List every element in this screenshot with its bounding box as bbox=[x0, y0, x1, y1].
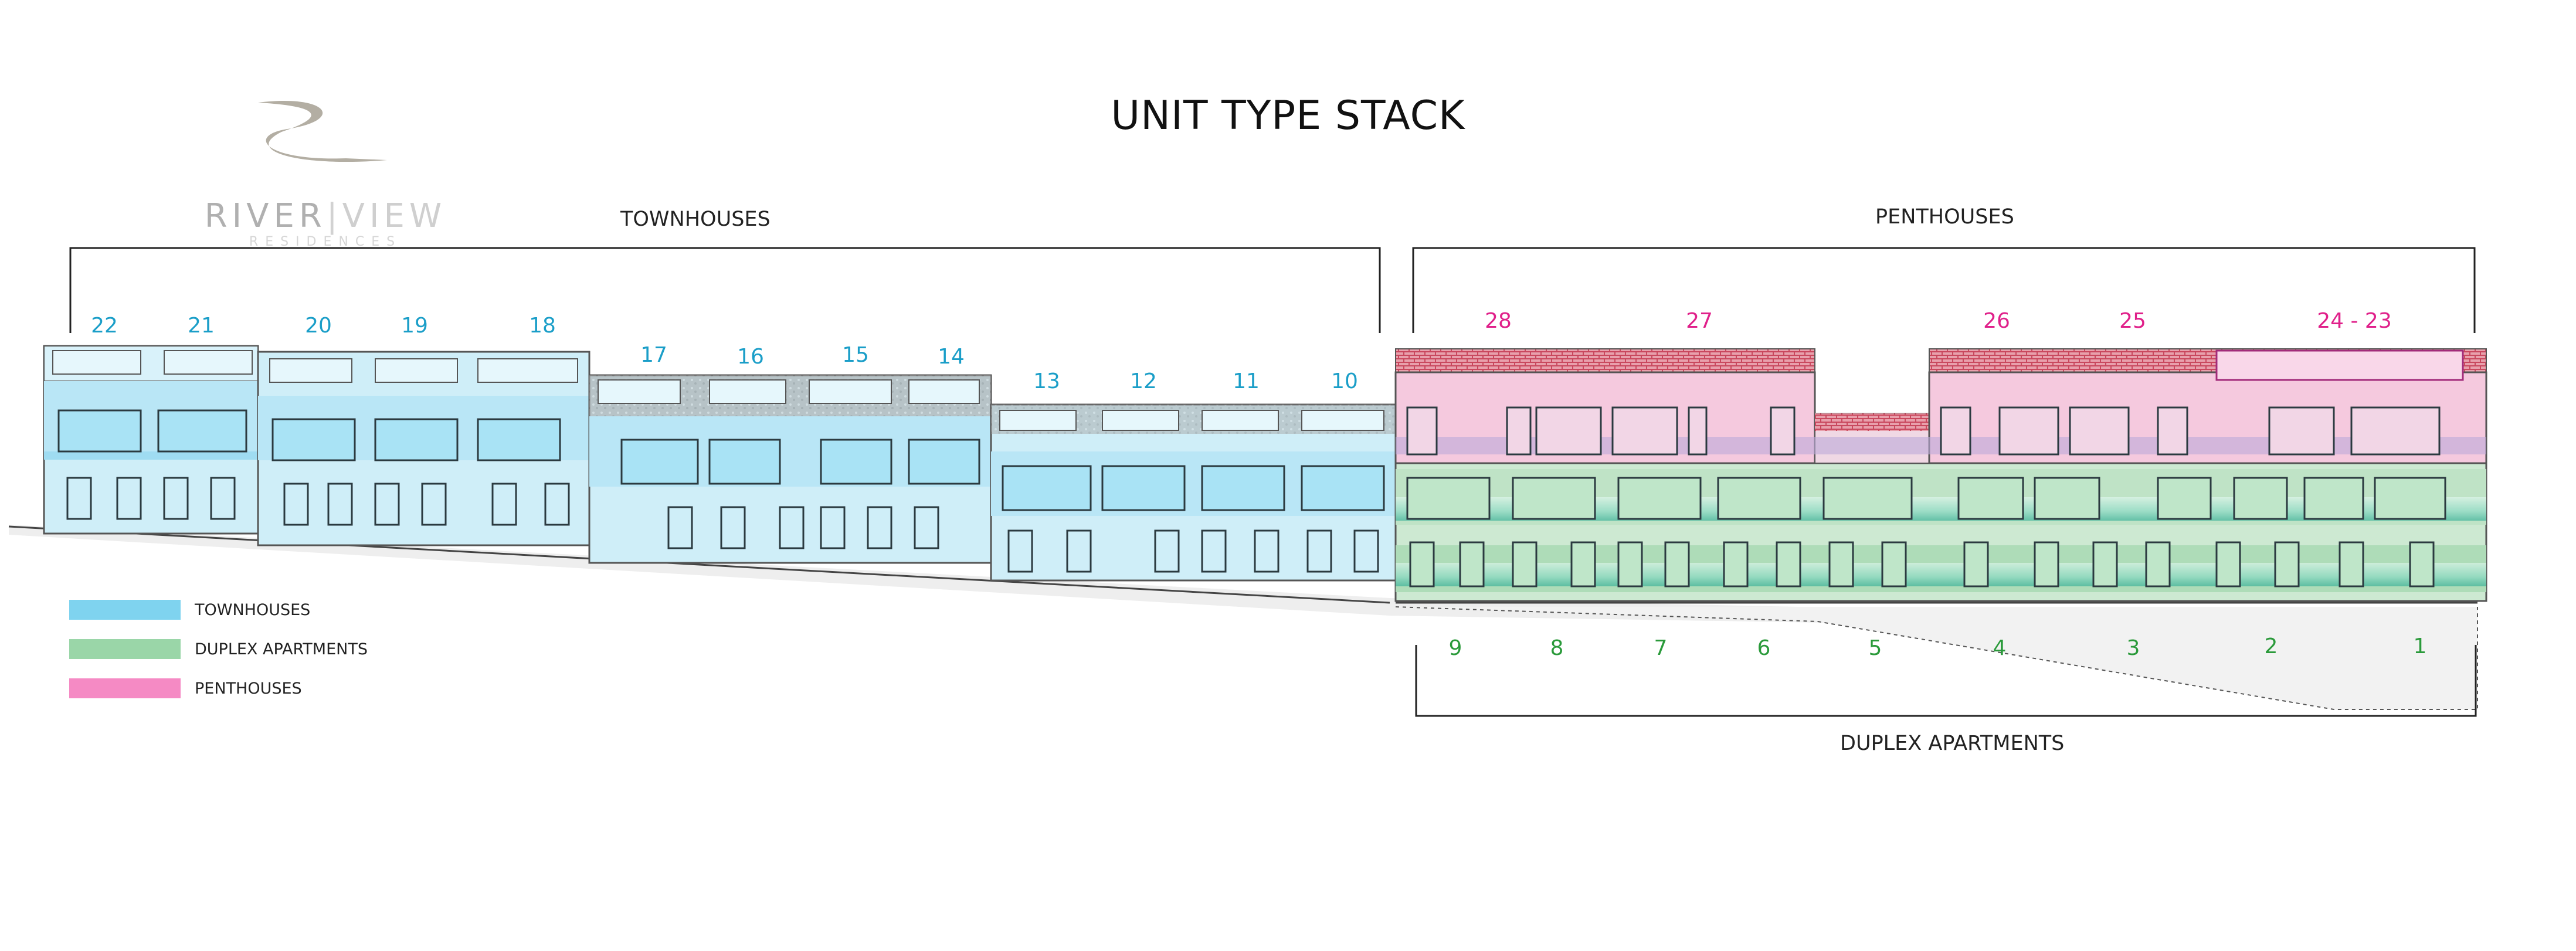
townhouses-block bbox=[43, 345, 1397, 582]
logo-wordmark: RIVER|VIEW bbox=[204, 197, 447, 235]
unit-number-17: 17 bbox=[640, 343, 667, 367]
legend-item-penthouses: PENTHOUSES bbox=[69, 678, 302, 698]
legend-label-townhouses: TOWNHOUSES bbox=[195, 600, 311, 619]
unit-number-7: 7 bbox=[1654, 636, 1668, 660]
duplex-section-label: DUPLEX APARTMENTS bbox=[1840, 732, 2065, 755]
unit-number-10: 10 bbox=[1331, 369, 1358, 393]
legend-swatch-townhouses bbox=[69, 600, 181, 620]
unit-number-27: 27 bbox=[1686, 309, 1713, 333]
unit-number-19: 19 bbox=[401, 314, 428, 338]
unit-number-2: 2 bbox=[2264, 634, 2278, 658]
unit-number-8: 8 bbox=[1550, 636, 1564, 660]
unit-number-18: 18 bbox=[529, 314, 556, 338]
unit-number-14: 14 bbox=[938, 345, 965, 369]
legend-swatch-duplex bbox=[69, 639, 181, 659]
unit-number-26: 26 bbox=[1983, 309, 2010, 333]
townhouses-section-label: TOWNHOUSES bbox=[620, 208, 771, 231]
unit-number-12: 12 bbox=[1130, 369, 1157, 393]
page-title: UNIT TYPE STACK bbox=[1111, 93, 1465, 139]
unit-number-24-23: 24 - 23 bbox=[2317, 309, 2392, 333]
unit-number-16: 16 bbox=[737, 345, 764, 369]
unit-number-4: 4 bbox=[1993, 636, 2007, 660]
unit-number-6: 6 bbox=[1757, 636, 1771, 660]
unit-number-11: 11 bbox=[1233, 369, 1260, 393]
penthouses-section-label: PENTHOUSES bbox=[1875, 205, 2014, 229]
legend-label-penthouses: PENTHOUSES bbox=[195, 679, 302, 698]
unit-number-5: 5 bbox=[1868, 636, 1882, 660]
legend-label-duplex: DUPLEX APARTMENTS bbox=[195, 640, 368, 658]
riverview-logo-icon bbox=[258, 100, 387, 162]
unit-number-22: 22 bbox=[91, 314, 118, 338]
duplex-block bbox=[1394, 462, 2487, 710]
logo-subtitle: RESIDENCES bbox=[249, 235, 402, 249]
penthouses-block bbox=[1394, 348, 2487, 464]
unit-number-20: 20 bbox=[305, 314, 332, 338]
unit-number-25: 25 bbox=[2119, 309, 2146, 333]
legend-swatch-penthouses bbox=[69, 678, 181, 698]
unit-number-15: 15 bbox=[842, 343, 869, 367]
legend-item-duplex: DUPLEX APARTMENTS bbox=[69, 639, 368, 659]
section-brackets bbox=[69, 247, 2477, 717]
unit-number-9: 9 bbox=[1448, 636, 1462, 660]
unit-number-1: 1 bbox=[2413, 634, 2427, 658]
unit-number-28: 28 bbox=[1485, 309, 1512, 333]
legend-item-townhouses: TOWNHOUSES bbox=[69, 600, 310, 620]
unit-number-13: 13 bbox=[1033, 369, 1060, 393]
unit-number-3: 3 bbox=[2126, 636, 2140, 660]
unit-number-21: 21 bbox=[188, 314, 215, 338]
